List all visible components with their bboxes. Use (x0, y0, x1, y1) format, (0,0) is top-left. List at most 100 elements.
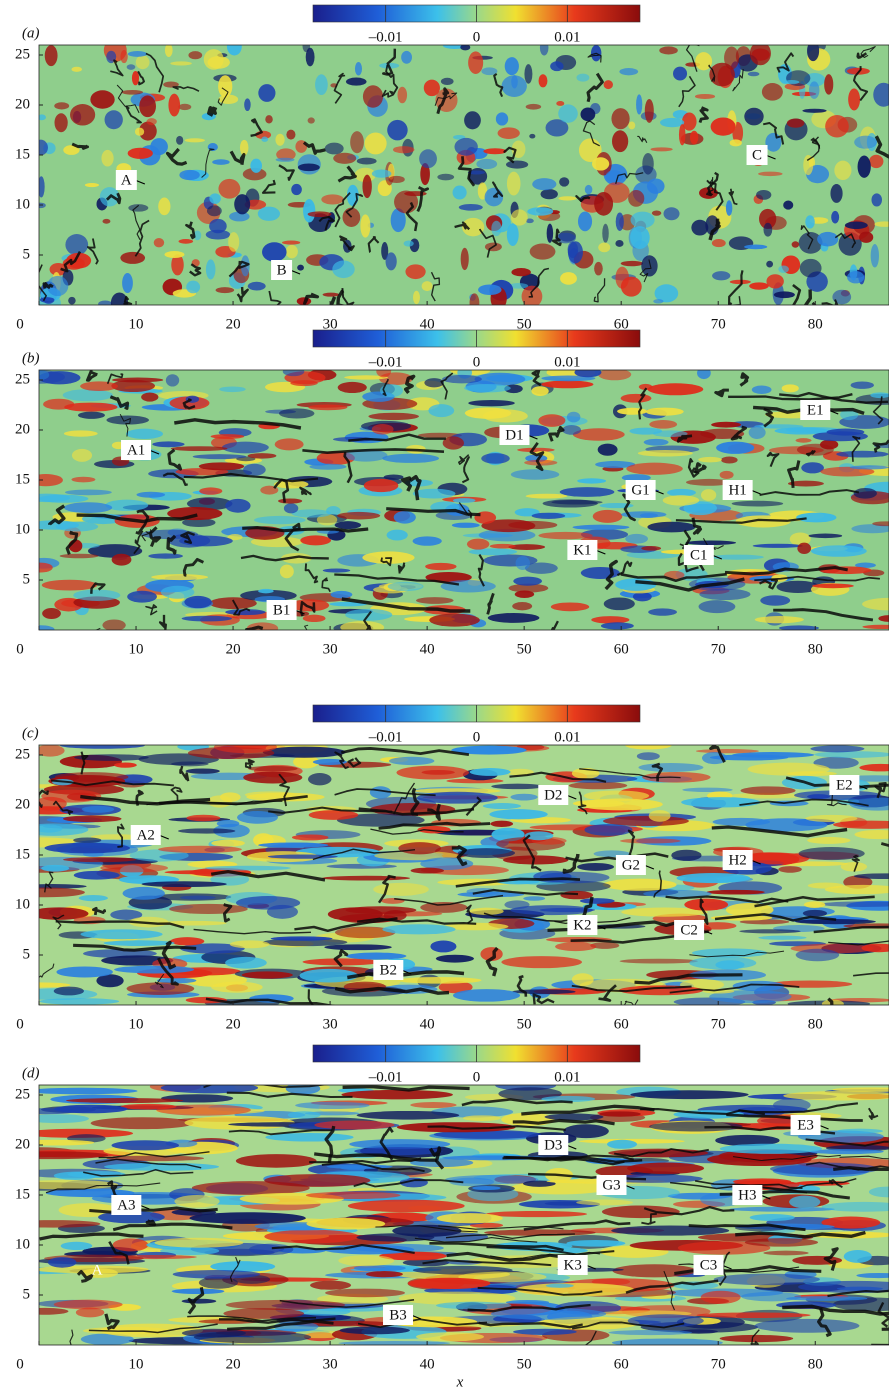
field-blob (161, 586, 195, 599)
field-blob (137, 492, 166, 498)
field-blob (470, 293, 480, 312)
annotation: A (121, 172, 132, 188)
field-blob (513, 1329, 577, 1335)
field-blob (598, 243, 610, 253)
field-blob (188, 51, 202, 59)
x-tick-label: 70 (711, 641, 726, 657)
field-blob (630, 1090, 748, 1099)
field-blob (357, 1111, 460, 1120)
field-blob (40, 297, 55, 303)
field-blob (649, 420, 677, 429)
field-blob (388, 176, 404, 183)
field-blob (516, 556, 530, 570)
field-blob (104, 940, 175, 946)
field-blob (45, 843, 131, 854)
field-blob (156, 1104, 250, 1115)
field-blob (547, 224, 554, 243)
field-blob (184, 596, 211, 608)
field-blob (262, 242, 287, 262)
field-blob (762, 83, 783, 101)
field-blob (170, 937, 204, 945)
field-blob (182, 1299, 217, 1304)
field-blob (250, 159, 262, 173)
field-blob (510, 794, 537, 801)
field-blob (630, 226, 650, 249)
field-blob (122, 273, 133, 293)
vortex-contour (344, 1345, 358, 1359)
field-blob (209, 193, 220, 204)
field-blob (382, 924, 455, 934)
field-blob (591, 616, 629, 623)
field-blob (101, 150, 113, 167)
field-blob (152, 441, 184, 447)
field-blob (248, 453, 277, 458)
field-blob (814, 751, 889, 758)
field-blob (90, 90, 114, 108)
field-blob (243, 772, 302, 784)
field-blob (264, 1174, 370, 1187)
colorbar-tick-label: 0.01 (554, 29, 580, 45)
field-blob (227, 37, 242, 55)
field-blob (464, 384, 511, 392)
field-blob (194, 1331, 311, 1343)
field-blob (465, 407, 512, 418)
field-blob (419, 149, 437, 168)
field-blob (778, 866, 802, 873)
field-blob (756, 190, 771, 200)
field-blob (577, 478, 606, 483)
y-tick-label: 25 (15, 46, 30, 62)
field-blob (332, 260, 354, 278)
field-blob (758, 936, 806, 940)
field-blob (398, 87, 408, 104)
field-blob (566, 1240, 625, 1247)
field-blob (491, 1308, 606, 1320)
field-blob (410, 1102, 456, 1108)
field-blob (611, 108, 629, 129)
field-blob (214, 741, 277, 753)
field-blob (65, 490, 112, 496)
field-blob (506, 160, 528, 168)
field-blob (112, 1140, 179, 1150)
field-blob (684, 899, 728, 911)
colorbar-tick-label: –0.01 (368, 729, 403, 745)
annotation: C (752, 147, 762, 163)
field-blob (628, 190, 644, 207)
field-blob (222, 442, 269, 454)
field-blob (335, 521, 361, 529)
field-blob (800, 259, 822, 278)
field-blob (807, 837, 850, 844)
field-blob (120, 252, 145, 264)
field-blob (854, 136, 877, 149)
y-tick-label: 15 (15, 146, 30, 162)
field-blob (170, 61, 192, 65)
annotation: H2 (728, 852, 746, 868)
field-blob (515, 590, 534, 597)
field-blob (168, 94, 180, 117)
field-blob (398, 842, 441, 854)
field-blob (697, 367, 711, 379)
field-blob (321, 194, 344, 204)
field-blob (394, 190, 418, 213)
field-blob (796, 513, 836, 523)
annotation: C1 (690, 547, 708, 563)
field-blob (150, 138, 168, 155)
field-blob (802, 109, 826, 113)
field-blob (26, 625, 55, 633)
field (15, 365, 889, 651)
field-blob (524, 64, 532, 84)
field-blob (309, 464, 346, 470)
x-tick-label: 70 (711, 316, 726, 332)
field-blob (671, 850, 701, 861)
field-blob (594, 192, 613, 216)
field-blob (420, 902, 467, 913)
field-blob (303, 199, 315, 222)
annotation: C3 (700, 1257, 718, 1273)
x-tick-label: 10 (129, 1356, 144, 1372)
field-blob (314, 1121, 394, 1130)
field-blob (478, 285, 501, 296)
field-blob (21, 1308, 69, 1315)
field-blob (452, 523, 480, 528)
field-blob (733, 981, 785, 991)
field-blob (498, 127, 520, 139)
field-blob (796, 949, 840, 962)
